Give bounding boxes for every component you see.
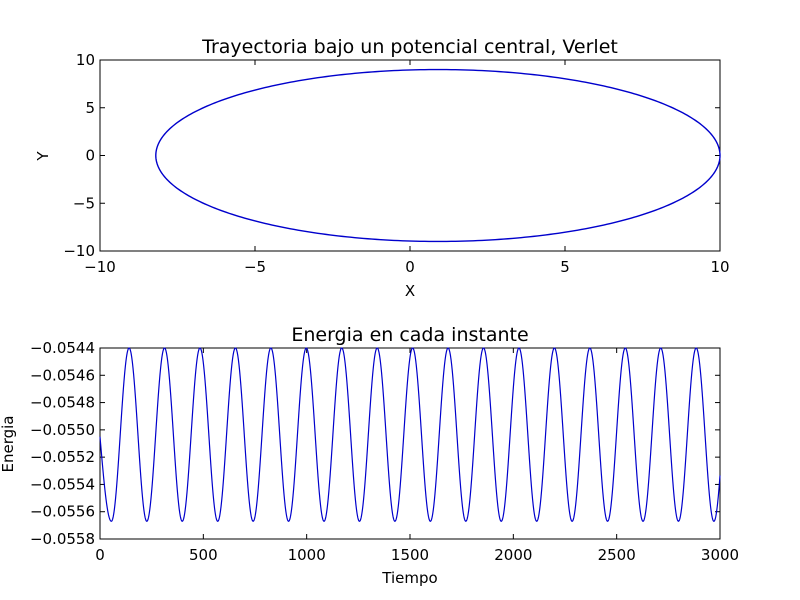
x-tick-label: 2500 — [598, 546, 636, 564]
energy-subplot: Energia en cada instante 0 500 1000 1500 200… — [0, 324, 739, 587]
trajectory-x-axis: −10 −5 0 5 10 — [84, 60, 730, 276]
y-tick-label: 0 — [85, 147, 95, 165]
trajectory-title: Trayectoria bajo un potencial central, V… — [201, 36, 618, 58]
y-tick-label: −0.0548 — [30, 394, 95, 412]
x-tick-label: 0 — [95, 546, 105, 564]
trajectory-x-label: X — [405, 282, 415, 300]
y-tick-label: −0.0544 — [30, 339, 95, 357]
x-tick-label: 10 — [710, 258, 729, 276]
energy-x-axis: 0 500 1000 1500 2000 2500 3000 — [95, 348, 739, 564]
trajectory-y-label: Y — [34, 151, 52, 162]
energy-line — [99, 347, 721, 522]
x-tick-label: 500 — [189, 546, 218, 564]
x-tick-label: 1000 — [288, 546, 326, 564]
y-tick-label: −0.0552 — [30, 448, 95, 466]
x-tick-label: 0 — [405, 258, 415, 276]
trajectory-y-axis: −10 −5 0 5 10 — [63, 51, 720, 260]
x-tick-label: 1500 — [391, 546, 429, 564]
y-tick-label: −0.0546 — [30, 366, 95, 384]
x-tick-label: −10 — [84, 258, 116, 276]
y-tick-label: −0.0554 — [30, 475, 95, 493]
energy-x-label: Tiempo — [381, 569, 437, 587]
trajectory-subplot: Trayectoria bajo un potencial central, V… — [34, 36, 730, 300]
y-tick-label: −0.0550 — [30, 421, 95, 439]
x-tick-label: 3000 — [701, 546, 739, 564]
energy-y-label: Energia — [0, 416, 17, 473]
energy-plot-area — [99, 347, 721, 540]
energy-title: Energia en cada instante — [291, 324, 528, 346]
y-tick-label: −10 — [63, 242, 95, 260]
y-tick-label: −5 — [73, 194, 95, 212]
y-tick-label: −0.0558 — [30, 530, 95, 548]
y-tick-label: −0.0556 — [30, 503, 95, 521]
x-tick-label: 5 — [560, 258, 570, 276]
trajectory-plot-area — [99, 59, 721, 252]
orbit-line — [155, 68, 721, 243]
y-tick-label: 10 — [76, 51, 95, 69]
x-tick-label: 2000 — [494, 546, 532, 564]
y-tick-label: 5 — [85, 99, 95, 117]
energy-y-axis: −0.0558 −0.0556 −0.0554 −0.0552 −0.0550 −0.05… — [30, 339, 720, 548]
x-tick-label: −5 — [244, 258, 266, 276]
